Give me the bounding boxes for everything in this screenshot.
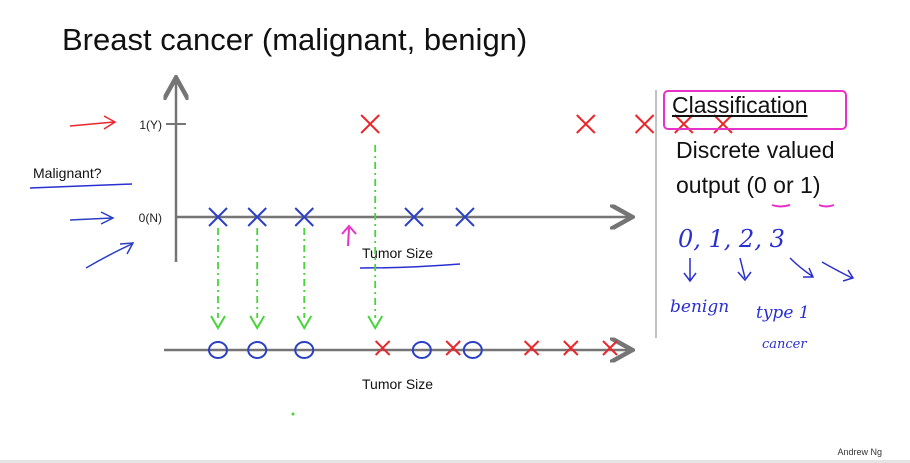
projection-guide-arrowhead [367, 315, 384, 330]
malignant-point [634, 114, 655, 134]
benign-circle [208, 341, 228, 359]
author-footer: Andrew Ng [837, 447, 882, 457]
benign-circle [247, 341, 268, 359]
benign-circle [462, 341, 483, 359]
slide-title: Breast cancer (malignant, benign) [62, 22, 528, 57]
x-axis-label-underline [359, 263, 461, 269]
red-pointer-arrow [69, 115, 117, 130]
lower-x-axis-label: Tumor Size [362, 376, 433, 392]
threshold-arrow [341, 224, 357, 247]
handwritten-arrows [683, 257, 855, 283]
blue-pointer-arrow [69, 211, 115, 225]
benign-point [247, 207, 267, 227]
benign-circle [411, 341, 432, 359]
class-zero: 0 [754, 172, 767, 198]
handwritten-classes: 0, 1, 2, 3 [678, 225, 785, 253]
y-axis-label-underline [29, 183, 133, 189]
malignant-point [576, 114, 596, 134]
blue-pointer-arrow-2 [85, 242, 135, 269]
malignant-point-lower [563, 340, 579, 356]
malignant-point-lower [602, 340, 618, 356]
malignant-point-lower [445, 340, 461, 356]
x-axis-label: Tumor Size [362, 245, 433, 261]
class-one: 1 [800, 172, 813, 198]
malignant-point-lower [523, 340, 540, 356]
handwritten-benign: benign [670, 297, 729, 317]
benign-point [208, 207, 228, 227]
one-underline [818, 204, 835, 208]
y-tick-label-1: 1(Y) [139, 118, 162, 132]
benign-point [404, 207, 424, 227]
handwritten-type1: type 1 [756, 303, 810, 323]
malignant-point-lower [374, 340, 391, 356]
bottom-bar [0, 460, 910, 463]
y-axis-label: Malignant? [33, 165, 102, 181]
projection-guides [210, 145, 384, 330]
projection-guide-arrowhead [296, 315, 313, 330]
side-line-2-suffix: ) [812, 172, 821, 198]
y-tick-label-0: 0(N) [139, 211, 162, 225]
upper-plot-marks [208, 114, 733, 227]
lower-plot-marks [208, 340, 618, 359]
projection-guide-arrowhead [210, 315, 226, 330]
classification-highlight [663, 90, 847, 130]
handwritten-cancer: cancer [762, 337, 807, 352]
side-line-1: Discrete valued [676, 137, 835, 163]
projection-guide-arrowhead [249, 315, 266, 330]
benign-point [294, 207, 314, 227]
classification-heading: Classification [672, 92, 808, 118]
benign-point [455, 207, 475, 227]
benign-circle [294, 341, 315, 359]
stray-dot [291, 412, 295, 416]
side-line-2-prefix: output ( [676, 172, 754, 198]
side-line-2-mid: or [766, 172, 801, 198]
zero-underline [771, 204, 791, 208]
malignant-point [360, 114, 380, 134]
side-line-2: output (0 or 1) [676, 172, 821, 199]
